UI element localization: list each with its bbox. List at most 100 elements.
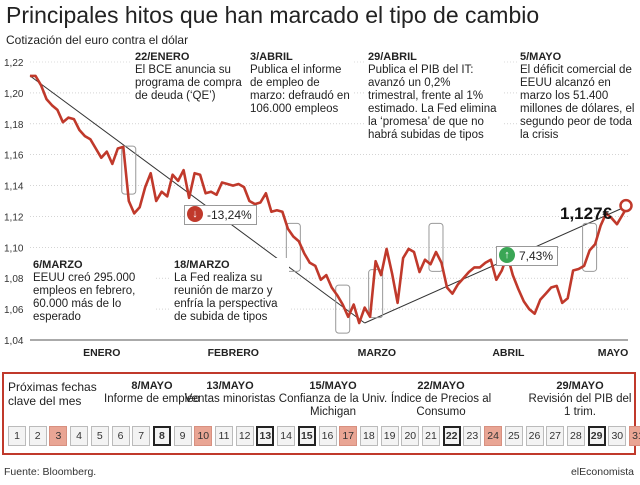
calendar-day: 21 — [422, 426, 440, 446]
data-point — [605, 213, 607, 214]
annotation-text: Publica el informe de empleo de marzo: d… — [250, 64, 350, 115]
data-point — [594, 243, 596, 245]
event-text: Informe de empleo — [104, 393, 200, 405]
data-point — [122, 146, 124, 148]
data-point — [106, 151, 108, 152]
data-point — [111, 163, 113, 165]
event-text: Ventas minoristas — [184, 393, 276, 405]
data-point — [243, 186, 245, 188]
calendar-day: 15 — [297, 426, 316, 446]
data-point — [62, 121, 64, 123]
y-tick-label: 1,16 — [4, 151, 24, 162]
calendar-day: 19 — [380, 426, 399, 446]
data-point — [265, 192, 267, 194]
calendar-day: 20 — [401, 426, 420, 446]
data-point — [561, 302, 563, 304]
calendar-day: 28 — [566, 426, 585, 446]
annotation-date: 18/MARZO — [174, 259, 230, 271]
calendar-day: 10 — [194, 426, 213, 446]
annotation-18-marzo: 18/MARZO La Fed realiza su reunión de ma… — [171, 258, 289, 325]
y-tick-label: 1,04 — [4, 336, 24, 347]
data-point — [539, 299, 541, 301]
calendar-day: 25 — [504, 426, 523, 446]
data-point — [144, 186, 146, 188]
data-point — [254, 203, 256, 205]
calendar-day: 1 — [8, 426, 26, 446]
event-text: Índice de Precios al Consumo — [390, 393, 492, 418]
trend-label-down: -13,24% — [207, 208, 252, 222]
calendar-day: 11 — [215, 426, 233, 446]
data-point — [485, 262, 486, 264]
data-point — [166, 196, 168, 197]
data-point — [550, 287, 552, 288]
calendar-day: 7 — [132, 426, 151, 446]
data-point — [375, 260, 376, 262]
y-tick-label: 1,22 — [4, 58, 24, 69]
data-point — [161, 191, 162, 193]
data-point — [545, 293, 547, 294]
data-point — [424, 259, 426, 260]
data-point — [369, 316, 371, 318]
calendar-event: 8/MAYO Informe de empleo — [97, 380, 207, 406]
data-point — [227, 183, 228, 185]
data-point — [342, 304, 344, 305]
calendar-day: 12 — [235, 426, 254, 446]
trend-line-down — [29, 75, 365, 324]
calendar-event: 13/MAYO Ventas minoristas — [180, 380, 280, 406]
y-tick-label: 1,08 — [4, 274, 24, 285]
calendar-day: 3 — [49, 426, 68, 446]
calendar-day: 8 — [152, 426, 171, 446]
trend-label-up: 7,43% — [519, 249, 554, 263]
data-point — [177, 180, 179, 182]
last-value-label: 1,127€ — [560, 204, 612, 223]
annotation-date: 22/ENERO — [135, 51, 190, 63]
data-point — [73, 118, 75, 120]
data-point — [419, 271, 420, 273]
calendar-day: 13 — [256, 426, 275, 446]
event-date: 15/MAYO — [309, 380, 357, 392]
data-point — [353, 304, 354, 305]
data-point — [528, 308, 530, 310]
calendar-day: 14 — [277, 426, 296, 446]
data-point — [567, 298, 568, 299]
data-point — [90, 138, 91, 140]
data-point — [523, 301, 525, 302]
event-highlight-box — [335, 284, 351, 334]
calendar-day: 6 — [111, 426, 130, 446]
data-point — [29, 75, 31, 77]
calendar-day: 24 — [484, 426, 503, 446]
x-month-label: FEBRERO — [208, 347, 259, 359]
data-point — [490, 259, 492, 260]
data-point — [133, 213, 135, 214]
data-point — [304, 253, 305, 254]
annotation-text: El déficit comercial de EEUU alcanzó en … — [520, 64, 635, 141]
data-point — [139, 206, 141, 208]
data-point — [600, 225, 601, 227]
event-date: 13/MAYO — [206, 380, 254, 392]
calendar-day: 17 — [339, 426, 358, 446]
calendar-day: 22 — [442, 426, 461, 446]
calendar-heading: Próximas fechas clave del mes — [8, 380, 97, 408]
calendar-event: 15/MAYO Confianza de la Univ. Michigan — [278, 380, 388, 419]
annotation-date: 29/ABRIL — [368, 51, 417, 63]
data-point — [216, 194, 217, 196]
data-point — [40, 84, 42, 86]
annotation-6-marzo: 6/MARZO EEUU creó 295.000 empleos en feb… — [30, 258, 154, 325]
data-point — [611, 217, 612, 219]
data-point — [556, 285, 557, 287]
data-point — [479, 267, 481, 268]
brand-logo: elEconomista — [570, 466, 634, 478]
annotation-text: EEUU creó 295.000 empleos en febrero, 60… — [33, 272, 136, 323]
data-point — [155, 200, 157, 202]
data-point — [320, 279, 322, 281]
event-text: Revisión del PIB del 1 trim. — [528, 393, 632, 418]
calendar-event: 22/MAYO Índice de Precios al Consumo — [386, 380, 496, 419]
data-point — [325, 274, 327, 276]
data-point — [430, 264, 431, 265]
event-date: 22/MAYO — [417, 380, 465, 392]
data-point — [413, 251, 415, 253]
y-tick-label: 1,14 — [4, 182, 24, 193]
data-point — [199, 174, 201, 176]
data-point — [271, 211, 272, 213]
data-point — [446, 287, 448, 288]
